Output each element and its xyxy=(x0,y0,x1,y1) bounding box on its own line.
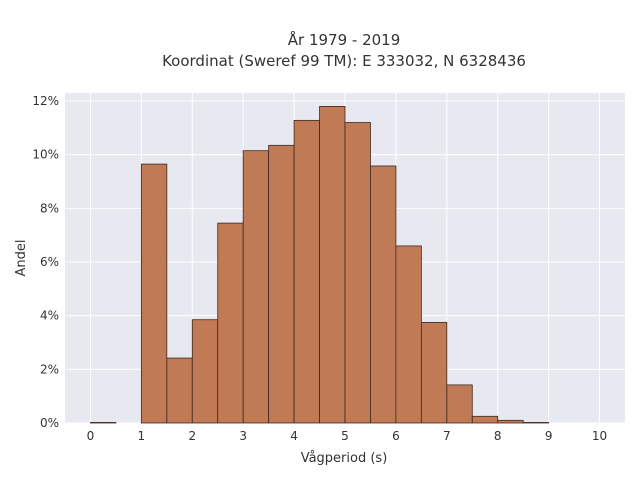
x-tick-label: 8 xyxy=(494,429,502,443)
x-axis-label: Vågperiod (s) xyxy=(301,451,388,466)
y-tick-label: 12% xyxy=(32,94,59,108)
x-tick-label: 0 xyxy=(87,429,95,443)
y-tick-label: 0% xyxy=(40,416,59,430)
x-tick-label: 2 xyxy=(188,429,196,443)
histogram-bar xyxy=(344,122,371,424)
histogram-bar xyxy=(522,422,550,424)
x-tick-label: 3 xyxy=(239,429,247,443)
histogram-bar xyxy=(395,245,422,424)
x-tick-label: 7 xyxy=(443,429,451,443)
y-axis-ticks: 0% 2% 4% 6% 8% 10% 12% xyxy=(32,94,59,430)
y-tick-label: 10% xyxy=(32,148,59,162)
histogram-bar xyxy=(446,384,473,424)
histogram-bar xyxy=(166,357,193,424)
histogram-bar xyxy=(268,144,295,424)
histogram-bar xyxy=(370,165,397,424)
histogram-bar xyxy=(191,319,219,424)
chart-title-line-1: År 1979 - 2019 xyxy=(288,30,401,49)
y-tick-label: 8% xyxy=(40,201,59,215)
x-axis-ticks: 0 1 2 3 4 5 6 7 8 9 10 xyxy=(87,429,608,443)
histogram-bar xyxy=(140,163,168,424)
y-tick-label: 6% xyxy=(40,255,59,269)
x-tick-label: 4 xyxy=(290,429,298,443)
histogram-bar xyxy=(471,415,499,424)
histogram-bar xyxy=(90,422,117,424)
histogram-bar xyxy=(497,419,524,424)
x-tick-label: 10 xyxy=(592,429,607,443)
y-tick-label: 4% xyxy=(40,309,59,323)
histogram-bar xyxy=(217,222,244,424)
histogram-bar xyxy=(420,321,448,424)
x-tick-label: 9 xyxy=(545,429,553,443)
chart-title-line-2: Koordinat (Sweref 99 TM): E 333032, N 63… xyxy=(162,52,526,70)
histogram-bar xyxy=(293,119,320,424)
x-tick-label: 5 xyxy=(341,429,349,443)
bars xyxy=(90,106,550,424)
histogram-bar xyxy=(319,106,346,424)
histogram-bar xyxy=(242,150,270,424)
y-tick-label: 2% xyxy=(40,362,59,376)
x-tick-label: 6 xyxy=(392,429,400,443)
y-axis-label: Andel xyxy=(14,240,29,277)
x-tick-label: 1 xyxy=(138,429,146,443)
